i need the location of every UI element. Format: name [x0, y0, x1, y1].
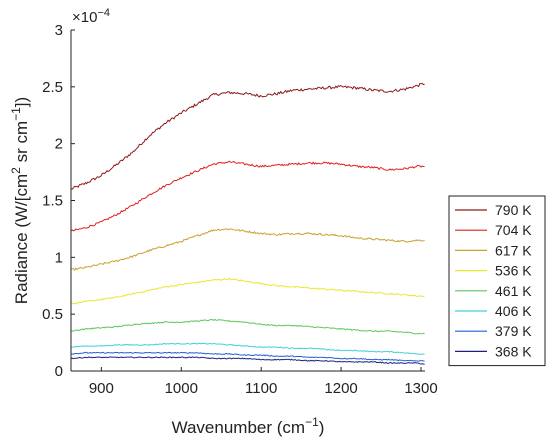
legend-label: 790 K [495, 202, 532, 218]
legend: 790 K 704 K 617 K 536 K 461 K 406 K 379 K 368 K [448, 195, 546, 367]
series-line-461-k [70, 318, 425, 335]
y-axis-exponent: ×10−4 [72, 7, 110, 26]
series-line-406-k [70, 342, 425, 355]
legend-label: 704 K [495, 222, 532, 238]
series-line-379-k [70, 351, 425, 362]
plot-series-group [70, 82, 425, 365]
legend-label: 536 K [495, 263, 532, 279]
x-tick-label: 900 [89, 380, 114, 397]
series-line-368-k [70, 356, 425, 365]
x-tick-label: 1300 [404, 380, 437, 397]
axes-group [70, 30, 425, 372]
y-tick-label: 0 [55, 363, 63, 380]
y-tick-label: 1 [55, 249, 63, 266]
y-tick-label: 2 [55, 136, 63, 153]
legend-label: 368 K [495, 343, 532, 359]
series-line-536-k [70, 277, 425, 305]
legend-label: 461 K [495, 283, 532, 299]
x-axis-title: Wavenumber (cm−1) [172, 415, 325, 437]
x-tick-label: 1000 [165, 380, 198, 397]
series-line-790-k [70, 82, 425, 190]
y-tick-label: 3 [55, 22, 63, 39]
axis-labels-group: ×10−4 Wavenumber (cm−1) Radiance (W/[cm2 s… [9, 7, 324, 437]
legend-label: 379 K [495, 323, 532, 339]
legend-label: 406 K [495, 303, 532, 319]
y-tick-label: 0.5 [42, 306, 63, 323]
legend-box [448, 195, 546, 367]
legend-label: 617 K [495, 242, 532, 258]
y-axis-title: Radiance (W/[cm2 sr cm−1]) [9, 97, 31, 304]
series-line-617-k [70, 228, 425, 272]
y-tick-label: 2.5 [42, 79, 63, 96]
ticks-group: 900 1000 1100 1200 1300 0 0.5 1 1.5 2 2.5 3 [42, 22, 438, 397]
y-tick-label: 1.5 [42, 193, 63, 210]
x-tick-label: 1200 [324, 380, 357, 397]
x-tick-label: 1100 [245, 380, 277, 397]
series-line-704-k [70, 160, 425, 232]
